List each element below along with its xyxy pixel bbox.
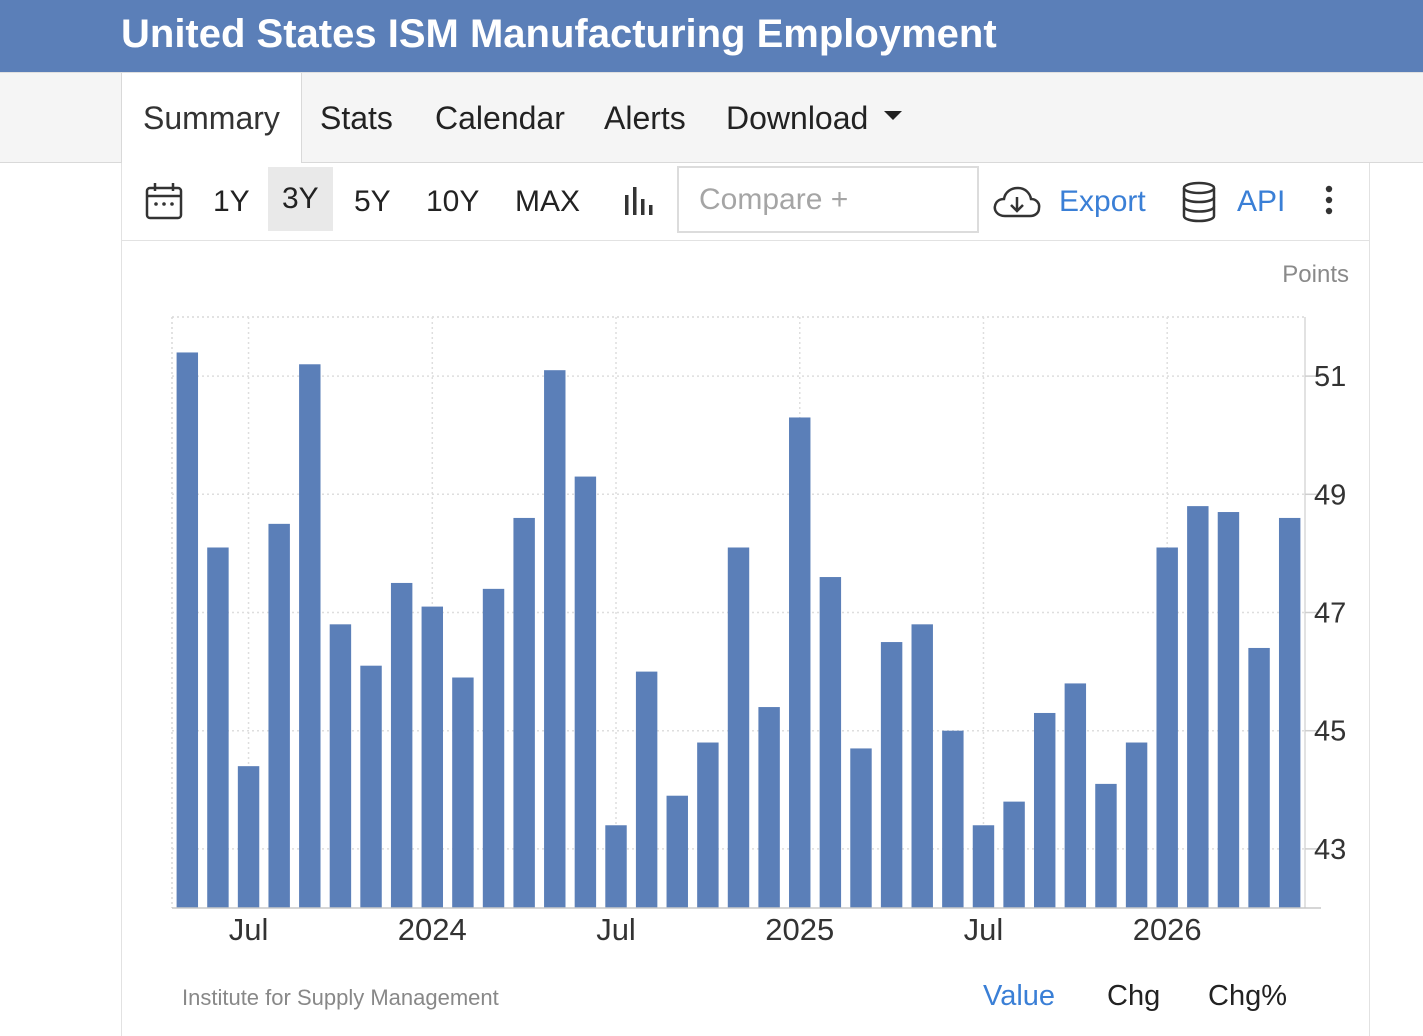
- range-max[interactable]: MAX: [515, 185, 581, 218]
- bar-2024-10: [697, 742, 719, 908]
- range-5y[interactable]: 5Y: [354, 185, 391, 218]
- bar-2024-01: [421, 606, 444, 908]
- bar-2024-06: [574, 476, 597, 908]
- y-tick-label: 49: [1314, 479, 1346, 511]
- more-vertical-icon[interactable]: [1322, 185, 1336, 222]
- bar-2023-10: [329, 624, 352, 908]
- bar-2025-08: [1003, 801, 1025, 908]
- bar-2025-09: [1033, 712, 1056, 908]
- bar-2023-09: [299, 364, 321, 908]
- bar-2026-03: [1217, 512, 1240, 908]
- bar-2026-05: [1278, 517, 1301, 908]
- range-10y[interactable]: 10Y: [426, 185, 480, 218]
- x-tick-label: Jul: [229, 912, 269, 947]
- x-tick-label: Jul: [964, 912, 1004, 947]
- bar-2024-12: [758, 707, 780, 908]
- bar-2026-01: [1156, 547, 1178, 908]
- y-tick-label: 51: [1314, 361, 1346, 393]
- bar-2025-12: [1125, 742, 1148, 908]
- bar-2023-11: [360, 665, 382, 908]
- y-tick-label: 47: [1314, 598, 1346, 630]
- bar-2026-04: [1248, 647, 1270, 908]
- bar-2023-12: [390, 582, 413, 908]
- y-tick-label: 45: [1314, 716, 1346, 748]
- bar-2025-03: [850, 748, 872, 908]
- x-tick-label: 2025: [765, 912, 834, 947]
- chart-panel: 1Y 3Y 5Y 10Y MAX Export: [121, 163, 1370, 1036]
- bar-2025-02: [819, 577, 842, 908]
- tab-stats[interactable]: Stats: [320, 100, 393, 136]
- bar-2023-08: [268, 523, 290, 908]
- bar-2024-07: [605, 825, 627, 908]
- tab-bar: Summary Stats Calendar Alerts Download: [0, 72, 1423, 164]
- mode-chg[interactable]: Chg: [1107, 980, 1161, 1012]
- range-1y[interactable]: 1Y: [213, 185, 250, 218]
- bar-2024-05: [544, 370, 566, 908]
- x-tick-label: Jul: [596, 912, 636, 947]
- bar-2026-02: [1187, 506, 1209, 908]
- bar-2025-05: [911, 624, 933, 908]
- range-3y[interactable]: 3Y: [268, 167, 333, 231]
- x-tick-label: 2024: [398, 912, 467, 947]
- tab-summary[interactable]: Summary: [121, 73, 302, 164]
- bar-2025-11: [1095, 783, 1117, 908]
- tab-download-label: Download: [726, 100, 869, 136]
- x-tick-label: 2026: [1133, 912, 1202, 947]
- caret-down-icon: [884, 111, 903, 121]
- bar-2024-02: [452, 677, 474, 908]
- tab-alerts[interactable]: Alerts: [604, 100, 686, 136]
- bar-2025-10: [1064, 683, 1087, 908]
- api-button[interactable]: API: [1237, 185, 1286, 218]
- mode-value[interactable]: Value: [983, 980, 1056, 1012]
- page-title: United States ISM Manufacturing Employme…: [121, 12, 997, 56]
- y-tick-label: 43: [1314, 834, 1346, 866]
- tab-calendar[interactable]: Calendar: [435, 100, 565, 136]
- export-button[interactable]: Export: [1059, 185, 1146, 218]
- bar-2024-08: [635, 671, 658, 908]
- bar-2024-09: [666, 795, 688, 908]
- calendar-icon[interactable]: [145, 182, 183, 225]
- bar-2025-01: [789, 417, 811, 908]
- compare-input[interactable]: [677, 166, 979, 233]
- bar-chart: 43 45 47 49 51 Jul 2024 Jul 2025 Jul 2026: [171, 316, 1346, 947]
- units-label: Points: [1282, 261, 1349, 288]
- bar-2025-07: [972, 825, 995, 908]
- bar-2024-03: [482, 588, 505, 908]
- title-bar: United States ISM Manufacturing Employme…: [0, 0, 1423, 72]
- bar-2025-06: [942, 730, 964, 908]
- chart-toolbar: 1Y 3Y 5Y 10Y MAX Export: [122, 163, 1369, 241]
- bar-2023-06: [207, 547, 229, 908]
- bar-2023-05: [176, 352, 199, 908]
- bar-2025-04: [880, 642, 903, 908]
- bar-chart-icon[interactable]: [622, 185, 654, 222]
- bar-2024-04: [513, 517, 535, 908]
- mode-chg-percent[interactable]: Chg%: [1208, 980, 1287, 1012]
- database-icon[interactable]: [1181, 181, 1217, 228]
- cloud-download-icon[interactable]: [992, 185, 1042, 224]
- bar-2023-07: [237, 766, 260, 908]
- source-label: Institute for Supply Management: [182, 985, 499, 1010]
- bar-2024-11: [727, 547, 750, 908]
- tab-download[interactable]: Download: [726, 73, 903, 163]
